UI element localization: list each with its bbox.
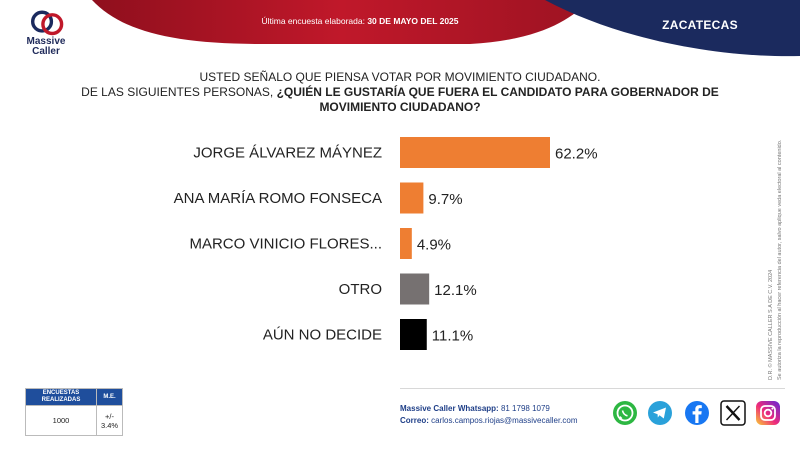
copyright-notice: D.R. © MASSIVE CALLER S.A DE C.V. 2024 S… — [764, 90, 794, 380]
facebook-icon[interactable] — [684, 400, 710, 426]
bar — [400, 182, 424, 214]
instagram-icon[interactable] — [755, 400, 781, 426]
value-label: 12.1% — [434, 282, 477, 299]
category-label: ANA MARÍA ROMO FONSECA — [174, 190, 382, 207]
margin-error-value: +/- 3.4% — [96, 405, 123, 436]
email-link[interactable]: carlos.campos.riojas@massivecaller.com — [431, 416, 578, 425]
survey-date: Última encuesta elaborada: 30 DE MAYO DE… — [261, 16, 459, 26]
category-label: AÚN NO DECIDE — [263, 327, 382, 344]
bar-chart: JORGE ÁLVAREZ MÁYNEZ 62.2% ANA MARÍA ROMO … — [174, 137, 598, 350]
value-label: 62.2% — [555, 146, 598, 163]
category-label: JORGE ÁLVAREZ MÁYNEZ — [193, 145, 382, 162]
question-line-2: DE LAS SIGUIENTES PERSONAS, ¿QUIÉN LE GU… — [81, 85, 719, 114]
header-banner — [92, 0, 800, 57]
question-line-1: USTED SEÑALO QUE PIENSA VOTAR POR MOVIMI… — [199, 70, 601, 84]
brand-name: Massive Caller — [26, 36, 66, 57]
value-label: 4.9% — [417, 237, 451, 254]
category-label: OTRO — [339, 281, 382, 298]
copyright-line-2: Se autoriza la reproducción al hacer ref… — [777, 139, 783, 380]
surveys-header: ENCUESTAS REALIZADAS — [25, 388, 97, 406]
header-navy-shape — [545, 0, 800, 57]
margin-error-header: M.E. — [96, 388, 123, 406]
whatsapp-icon[interactable] — [612, 400, 638, 426]
bar — [400, 319, 427, 350]
stats-table: ENCUESTAS REALIZADAS M.E. 1000 +/- 3.4% — [25, 388, 123, 436]
copyright-line-1: D.R. © MASSIVE CALLER S.A DE C.V. 2024 — [768, 269, 774, 380]
value-label: 11.1% — [432, 328, 473, 345]
value-label: 9.7% — [428, 191, 462, 208]
bar — [400, 137, 550, 168]
category-label: MARCO VINICIO FLORES... — [189, 236, 382, 253]
telegram-icon[interactable] — [647, 400, 673, 426]
footer-divider — [400, 388, 785, 389]
bar — [400, 273, 430, 305]
email-contact: Correo: carlos.campos.riojas@massivecall… — [400, 416, 578, 425]
whatsapp-contact: Massive Caller Whatsapp: 81 1798 1079 — [400, 404, 550, 413]
surveys-value: 1000 — [25, 405, 97, 436]
x-icon[interactable] — [720, 400, 746, 426]
bar — [400, 228, 412, 259]
region-title: ZACATECAS — [662, 18, 738, 32]
header-red-shape — [92, 0, 590, 44]
massive-caller-logo — [31, 10, 64, 36]
